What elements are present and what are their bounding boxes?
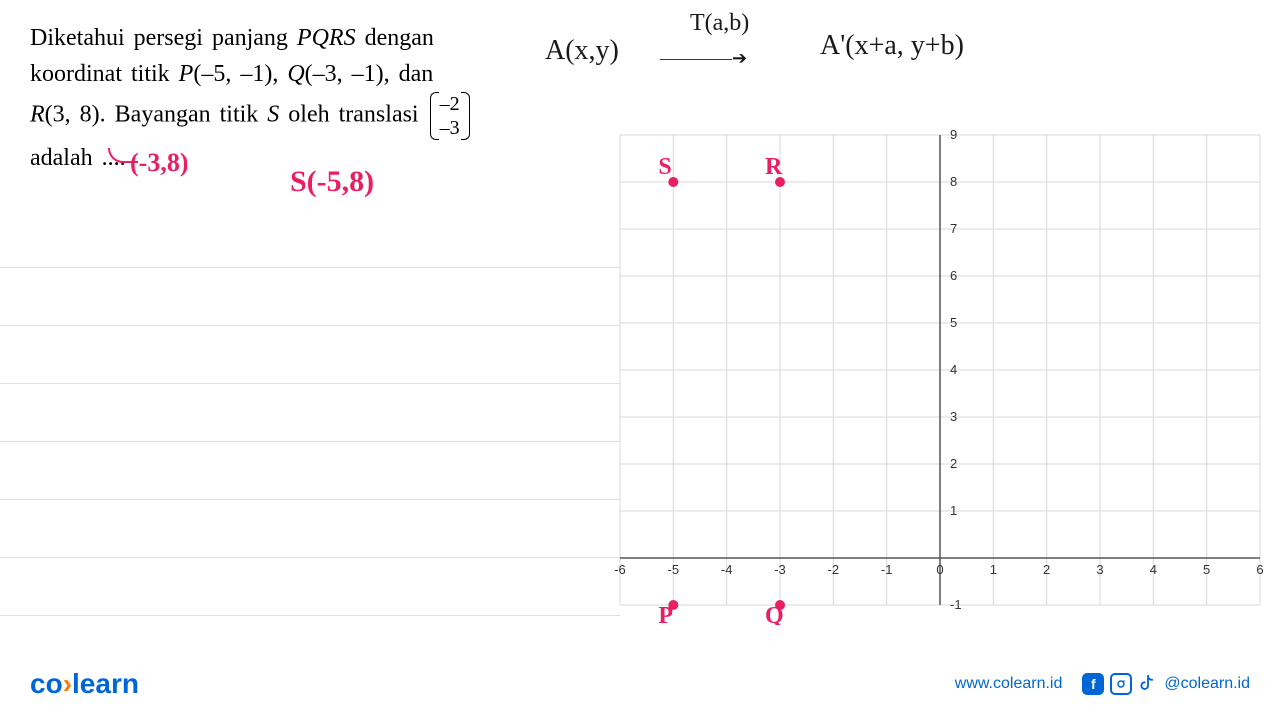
svg-text:-5: -5: [668, 562, 680, 577]
pqrs: PQRS: [297, 25, 356, 51]
coordinate-graph: -6 -5 -4 -3 -2 -1 0 1 2 3 4 5 6 -1 1 2 3 4 5 6 7 8 9 S R P Q: [600, 115, 1280, 625]
svg-text:8: 8: [950, 174, 957, 189]
svg-text:1: 1: [950, 503, 957, 518]
text: dengan: [356, 25, 434, 51]
q: Q: [287, 61, 304, 87]
text: (–3, –1), dan: [305, 61, 434, 87]
svg-text:5: 5: [950, 315, 957, 330]
svg-text:-4: -4: [721, 562, 733, 577]
text: koordinat titik: [30, 61, 179, 87]
svg-text:6: 6: [950, 268, 957, 283]
facebook-icon: f: [1082, 673, 1104, 695]
svg-text:-1: -1: [950, 597, 962, 612]
svg-text:4: 4: [950, 362, 957, 377]
annotation-s58: S(-5,8): [290, 165, 374, 199]
instagram-icon: [1110, 673, 1132, 695]
lined-area: [0, 210, 620, 616]
text: (–5, –1),: [193, 61, 287, 87]
problem-text: Diketahui persegi panjang PQRS dengan ko…: [30, 20, 510, 176]
text: Diketahui persegi panjang: [30, 25, 297, 51]
formula-result: A'(x+a, y+b): [820, 30, 964, 62]
svg-text:-6: -6: [614, 562, 626, 577]
footer: co›learn www.colearn.id f @colearn.id: [0, 668, 1280, 700]
svg-text:-2: -2: [828, 562, 840, 577]
tiktok-icon: [1138, 674, 1158, 694]
svg-text:5: 5: [1203, 562, 1210, 577]
svg-text:2: 2: [950, 456, 957, 471]
svg-text:-1: -1: [881, 562, 893, 577]
r: R: [30, 102, 45, 128]
annotation-38: (-3,8): [130, 148, 188, 178]
svg-text:7: 7: [950, 221, 957, 236]
svg-text:R: R: [765, 154, 783, 180]
svg-text:2: 2: [1043, 562, 1050, 577]
svg-text:3: 3: [950, 409, 957, 424]
svg-text:S: S: [658, 154, 671, 180]
text: (3, 8). Bayangan titik: [45, 102, 268, 128]
svg-text:4: 4: [1150, 562, 1157, 577]
s: S: [267, 102, 279, 128]
p: P: [179, 61, 194, 87]
svg-text:P: P: [658, 603, 673, 625]
svg-text:1: 1: [990, 562, 997, 577]
svg-text:3: 3: [1096, 562, 1103, 577]
formula-a: A(x,y): [545, 35, 619, 67]
svg-text:0: 0: [936, 562, 943, 577]
logo-co: co: [30, 668, 63, 699]
social-handle: @colearn.id: [1164, 675, 1250, 693]
svg-text:6: 6: [1256, 562, 1263, 577]
svg-text:9: 9: [950, 127, 957, 142]
arrow: ————➔: [660, 48, 747, 69]
svg-text:Q: Q: [765, 603, 784, 625]
matrix-bot: –3: [440, 116, 460, 140]
formula-t: T(a,b): [690, 10, 749, 37]
matrix-top: –2: [440, 92, 460, 116]
footer-right: www.colearn.id f @colearn.id: [955, 673, 1250, 695]
logo: co›learn: [30, 668, 139, 700]
logo-dot: ›: [63, 668, 72, 699]
text: oleh translasi: [279, 102, 427, 128]
footer-url: www.colearn.id: [955, 675, 1063, 693]
translation-matrix: –2–3: [430, 92, 470, 140]
social-icons: f @colearn.id: [1082, 673, 1250, 695]
logo-learn: learn: [72, 668, 139, 699]
svg-text:-3: -3: [774, 562, 786, 577]
